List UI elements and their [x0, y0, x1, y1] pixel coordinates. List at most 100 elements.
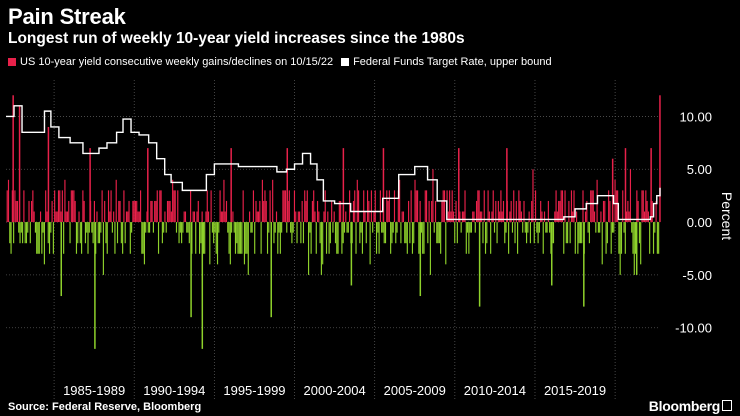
bar	[588, 222, 590, 244]
bar	[470, 222, 473, 233]
bar	[50, 222, 52, 233]
bar	[599, 222, 601, 233]
bar	[150, 200, 152, 223]
y-tick-label: 10.00	[679, 109, 712, 124]
y-tick-label: 5.00	[687, 162, 712, 177]
legend-item-fedfunds: Federal Funds Target Rate, upper bound	[341, 56, 552, 68]
bar	[505, 222, 507, 233]
bar	[236, 222, 238, 244]
bar	[197, 200, 199, 223]
bar	[432, 169, 434, 223]
bar	[474, 222, 476, 233]
bar-highlight	[624, 148, 627, 223]
bar	[156, 190, 158, 223]
bar	[536, 222, 538, 233]
bar	[377, 222, 379, 233]
bar	[87, 222, 89, 254]
bar	[355, 222, 357, 254]
source-note: Source: Federal Reserve, Bloomberg	[8, 401, 202, 413]
bar	[518, 190, 520, 223]
bar	[654, 222, 656, 233]
bar	[369, 222, 371, 265]
bar	[265, 200, 267, 223]
bar	[370, 190, 372, 223]
bar	[251, 222, 253, 233]
bar	[237, 222, 239, 254]
bar	[428, 200, 430, 223]
bar	[554, 211, 556, 223]
bar	[254, 222, 256, 254]
bar	[18, 222, 20, 233]
bar	[563, 222, 565, 254]
bar	[559, 200, 561, 223]
bar	[193, 211, 196, 223]
bar	[68, 200, 70, 223]
bar	[242, 190, 244, 223]
bar	[309, 222, 311, 233]
bar	[61, 190, 63, 223]
bar	[19, 222, 21, 244]
bar	[597, 222, 599, 233]
bar	[576, 211, 578, 223]
bar	[438, 222, 440, 244]
brand-logo: Bloomberg	[648, 398, 721, 414]
bar	[16, 200, 19, 223]
bar	[111, 222, 113, 233]
bar	[454, 222, 456, 244]
bar-highlight	[286, 148, 289, 223]
bar	[43, 222, 45, 265]
bar	[564, 190, 566, 223]
bar	[578, 222, 580, 244]
bar	[613, 222, 615, 233]
bar	[249, 211, 251, 223]
bar	[148, 222, 151, 233]
bar	[643, 211, 646, 223]
bar	[331, 200, 333, 223]
bar	[393, 190, 396, 223]
bar	[268, 222, 270, 233]
bar	[490, 222, 492, 254]
bar	[264, 190, 266, 223]
bar	[218, 222, 220, 233]
bar-highlight	[650, 148, 652, 223]
bar	[207, 211, 210, 223]
bar	[177, 190, 179, 223]
bar	[543, 211, 546, 223]
bar	[423, 222, 425, 254]
bar	[210, 190, 212, 223]
bar-highlight	[147, 148, 149, 223]
bar	[445, 222, 447, 265]
bar	[404, 222, 406, 244]
bar	[74, 200, 76, 223]
bar	[409, 222, 411, 244]
bar	[125, 211, 128, 223]
bar	[170, 211, 172, 223]
bar	[631, 222, 633, 233]
bar	[422, 222, 424, 254]
bar	[587, 222, 589, 233]
bar	[484, 222, 487, 254]
bar	[346, 222, 348, 233]
bar	[169, 200, 171, 223]
bar	[168, 200, 170, 223]
bar	[92, 222, 94, 244]
bar	[97, 222, 99, 244]
bar	[397, 190, 399, 223]
bar	[275, 211, 278, 223]
bar	[524, 222, 526, 233]
bar	[520, 211, 523, 223]
bar	[500, 190, 502, 223]
legend-label-yield: US 10-year yield consecutive weekly gain…	[20, 56, 334, 68]
bar	[73, 190, 75, 223]
bar	[95, 222, 97, 254]
bar	[568, 200, 570, 223]
bar	[231, 222, 233, 233]
bar	[59, 190, 61, 223]
bar	[656, 222, 658, 254]
bar	[261, 179, 263, 223]
bar	[414, 179, 416, 223]
bar-highlight	[47, 126, 50, 223]
bar	[10, 222, 12, 254]
bar	[537, 222, 539, 244]
